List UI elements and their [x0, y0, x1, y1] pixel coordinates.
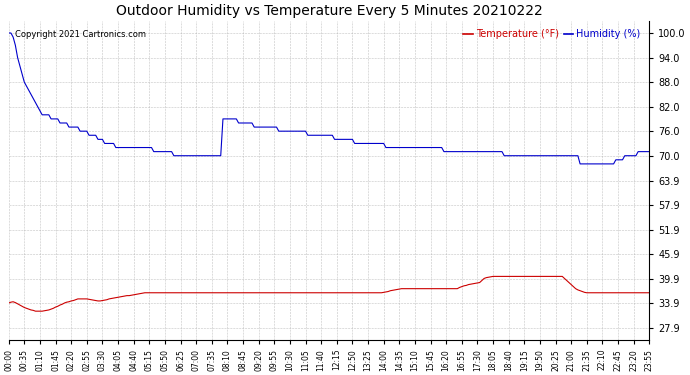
- Humidity (%): [576, 162, 584, 166]
- Humidity (%): [5, 31, 13, 35]
- Humidity (%): [569, 153, 578, 158]
- Line: Temperature (°F): Temperature (°F): [9, 276, 649, 311]
- Humidity (%): [542, 153, 551, 158]
- Temperature (°F): [547, 274, 555, 279]
- Temperature (°F): [574, 288, 582, 292]
- Humidity (%): [60, 121, 68, 125]
- Humidity (%): [591, 162, 600, 166]
- Temperature (°F): [63, 300, 71, 304]
- Humidity (%): [645, 149, 653, 154]
- Temperature (°F): [31, 309, 39, 314]
- Temperature (°F): [331, 291, 339, 295]
- Humidity (%): [328, 133, 337, 138]
- Title: Outdoor Humidity vs Temperature Every 5 Minutes 20210222: Outdoor Humidity vs Temperature Every 5 …: [116, 4, 542, 18]
- Text: Copyright 2021 Cartronics.com: Copyright 2021 Cartronics.com: [15, 30, 146, 39]
- Legend: Temperature (°F), Humidity (%): Temperature (°F), Humidity (%): [460, 26, 644, 44]
- Temperature (°F): [489, 274, 497, 279]
- Temperature (°F): [594, 291, 602, 295]
- Temperature (°F): [558, 274, 566, 279]
- Temperature (°F): [5, 301, 13, 305]
- Line: Humidity (%): Humidity (%): [9, 33, 649, 164]
- Temperature (°F): [645, 291, 653, 295]
- Humidity (%): [553, 153, 562, 158]
